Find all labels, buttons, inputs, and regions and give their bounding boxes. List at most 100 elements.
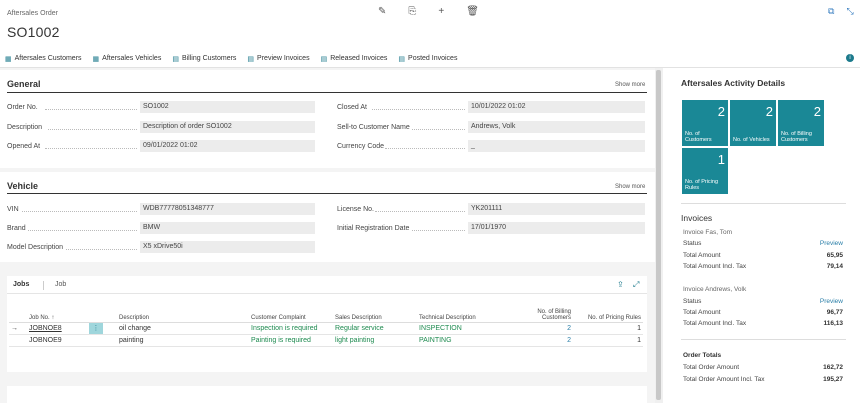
- vehicle-show-more[interactable]: Show more: [615, 184, 646, 190]
- sales-description-cell[interactable]: light painting: [335, 336, 375, 344]
- leader-dots: [375, 211, 465, 212]
- job-no-cell[interactable]: JOBNOE9: [29, 336, 62, 344]
- order-no-field[interactable]: SO1002: [140, 101, 315, 113]
- col-billing-customers[interactable]: No. of Billing Customers: [537, 308, 571, 321]
- complaint-cell[interactable]: Painting is required: [251, 336, 311, 344]
- general-title: General: [7, 79, 41, 89]
- info-icon[interactable]: i: [846, 54, 854, 62]
- billing-count-cell[interactable]: 2: [567, 336, 571, 344]
- incl-label: Total Amount Incl. Tax: [683, 320, 747, 327]
- field-label: Initial Registration Date: [337, 225, 410, 232]
- col-sales-description[interactable]: Sales Description: [335, 314, 382, 321]
- current-row-arrow-icon: →: [11, 324, 18, 332]
- delete-icon[interactable]: 🗑: [466, 6, 479, 17]
- release-icon: ▤: [320, 55, 328, 63]
- share-icon[interactable]: ⇪: [617, 280, 624, 289]
- field-label: VIN: [7, 206, 19, 213]
- technical-description-cell[interactable]: INSPECTION: [419, 324, 462, 332]
- job-no-link[interactable]: JOBNOE8: [29, 324, 62, 332]
- col-pricing-rules[interactable]: No. of Pricing Rules: [587, 314, 641, 321]
- next-part: [7, 386, 647, 403]
- complaint-cell[interactable]: Inspection is required: [251, 324, 318, 332]
- status-label: Status: [683, 240, 702, 247]
- status-label: Status: [683, 298, 702, 305]
- tile-pricing-rules[interactable]: 1 No. of Pricing Rules: [682, 148, 728, 194]
- invoice-status-row: Status Preview: [683, 298, 843, 305]
- tile-billing-customers[interactable]: 2 No. of Billing Customers: [778, 100, 824, 146]
- jobs-table: Job No. ↑ Description Customer Complaint…: [9, 298, 643, 347]
- license-no-field[interactable]: YK201111: [468, 203, 645, 215]
- table-row[interactable]: JOBNOE9 painting Painting is required li…: [9, 334, 643, 346]
- customers-icon: ▦: [5, 55, 12, 63]
- model-description-field[interactable]: X5 xDrive50i: [140, 241, 315, 253]
- tab-job[interactable]: Job: [55, 281, 67, 288]
- billing-count-cell[interactable]: 2: [567, 324, 571, 332]
- row-marker-header: [9, 298, 27, 322]
- status-value[interactable]: Preview: [819, 298, 843, 305]
- col-technical-description[interactable]: Technical Description: [419, 314, 476, 321]
- job-no-cell: JOBNOE8 ⋮: [27, 322, 117, 334]
- bookmark-icon[interactable]: ⎘: [408, 6, 417, 17]
- table-row[interactable]: → JOBNOE8 ⋮ oil change Inspection is requ…: [9, 322, 643, 334]
- aftersales-customers-action[interactable]: ▦ Aftersales Customers: [5, 55, 82, 63]
- released-invoices-action[interactable]: ▤ Released Invoices: [320, 55, 388, 63]
- description-cell[interactable]: painting: [119, 336, 144, 344]
- invoice-incl-row: Total Amount Incl. Tax 79,14: [683, 263, 843, 270]
- general-section: [0, 70, 655, 168]
- jobs-divider: [7, 293, 647, 294]
- row-menu-icon[interactable]: ⋮: [89, 322, 103, 334]
- invoice-name: Invoice Andrews, Volk: [683, 286, 747, 293]
- total-label: Total Amount: [683, 309, 721, 316]
- field-label: License No.: [337, 206, 374, 213]
- tab-jobs[interactable]: Jobs: [13, 281, 30, 288]
- description-cell[interactable]: oil change: [119, 324, 151, 332]
- add-icon[interactable]: +: [438, 6, 445, 17]
- edit-icon[interactable]: ✎: [378, 6, 387, 17]
- general-show-more[interactable]: Show more: [615, 82, 646, 88]
- billing-icon: ▤: [172, 55, 179, 63]
- invoices-title: Invoices: [681, 213, 713, 223]
- status-value[interactable]: Preview: [819, 240, 843, 247]
- general-divider: [7, 92, 647, 93]
- tile-customers[interactable]: 2 No. of Customers: [682, 100, 728, 146]
- incl-value: 79,14: [826, 263, 843, 270]
- col-customer-complaint[interactable]: Customer Complaint: [251, 314, 306, 321]
- leader-dots: [45, 109, 137, 110]
- order-total-incl-value: 195,27: [823, 376, 843, 383]
- incl-value: 116,13: [823, 320, 843, 327]
- preview-invoices-action[interactable]: ▤ Preview Invoices: [247, 55, 310, 63]
- open-new-window-icon[interactable]: ⧉: [828, 6, 835, 16]
- expand-icon[interactable]: ⤢: [633, 280, 640, 289]
- col-description[interactable]: Description: [119, 314, 150, 321]
- order-total-incl-label: Total Order Amount Incl. Tax: [683, 376, 765, 383]
- invoice-total-row: Total Amount 96,77: [683, 309, 843, 316]
- currency-code-field[interactable]: _: [468, 140, 645, 152]
- opened-at-field[interactable]: 09/01/2022 01:02: [140, 140, 315, 152]
- sales-description-cell[interactable]: Regular service: [335, 324, 384, 332]
- total-value: 65,95: [826, 252, 843, 259]
- vin-field[interactable]: WDB77778051348777: [140, 203, 315, 215]
- brand-field[interactable]: BMW: [140, 222, 315, 234]
- leader-dots: [48, 129, 137, 130]
- tile-label: No. of Billing Customers: [781, 131, 812, 143]
- technical-description-cell[interactable]: PAINTING: [419, 336, 452, 344]
- tile-vehicles[interactable]: 2 No. of Vehicles: [730, 100, 776, 146]
- collapse-icon[interactable]: ⤡: [846, 6, 854, 16]
- scrollbar-thumb[interactable]: [656, 70, 661, 400]
- page-header: [0, 0, 860, 48]
- invoice-incl-row: Total Amount Incl. Tax 116,13: [683, 320, 843, 327]
- leader-dots: [28, 230, 137, 231]
- factbox-divider: [681, 203, 846, 204]
- field-label: Order No.: [7, 104, 38, 111]
- leader-dots: [372, 109, 465, 110]
- description-field[interactable]: Description of order SO1002: [140, 121, 315, 133]
- aftersales-vehicles-action[interactable]: ▦ Aftersales Vehicles: [92, 55, 162, 63]
- factbox-divider: [681, 339, 846, 340]
- closed-at-field[interactable]: 10/01/2022 01:02: [468, 101, 645, 113]
- col-job-no[interactable]: Job No. ↑: [29, 314, 55, 321]
- initial-registration-field[interactable]: 17/01/1970: [468, 222, 645, 234]
- posted-invoices-action[interactable]: ▤ Posted Invoices: [398, 55, 458, 63]
- billing-customers-action[interactable]: ▤ Billing Customers: [172, 55, 237, 63]
- tile-label: No. of Customers: [685, 131, 712, 143]
- sell-to-customer-field[interactable]: Andrews, Volk: [468, 121, 645, 133]
